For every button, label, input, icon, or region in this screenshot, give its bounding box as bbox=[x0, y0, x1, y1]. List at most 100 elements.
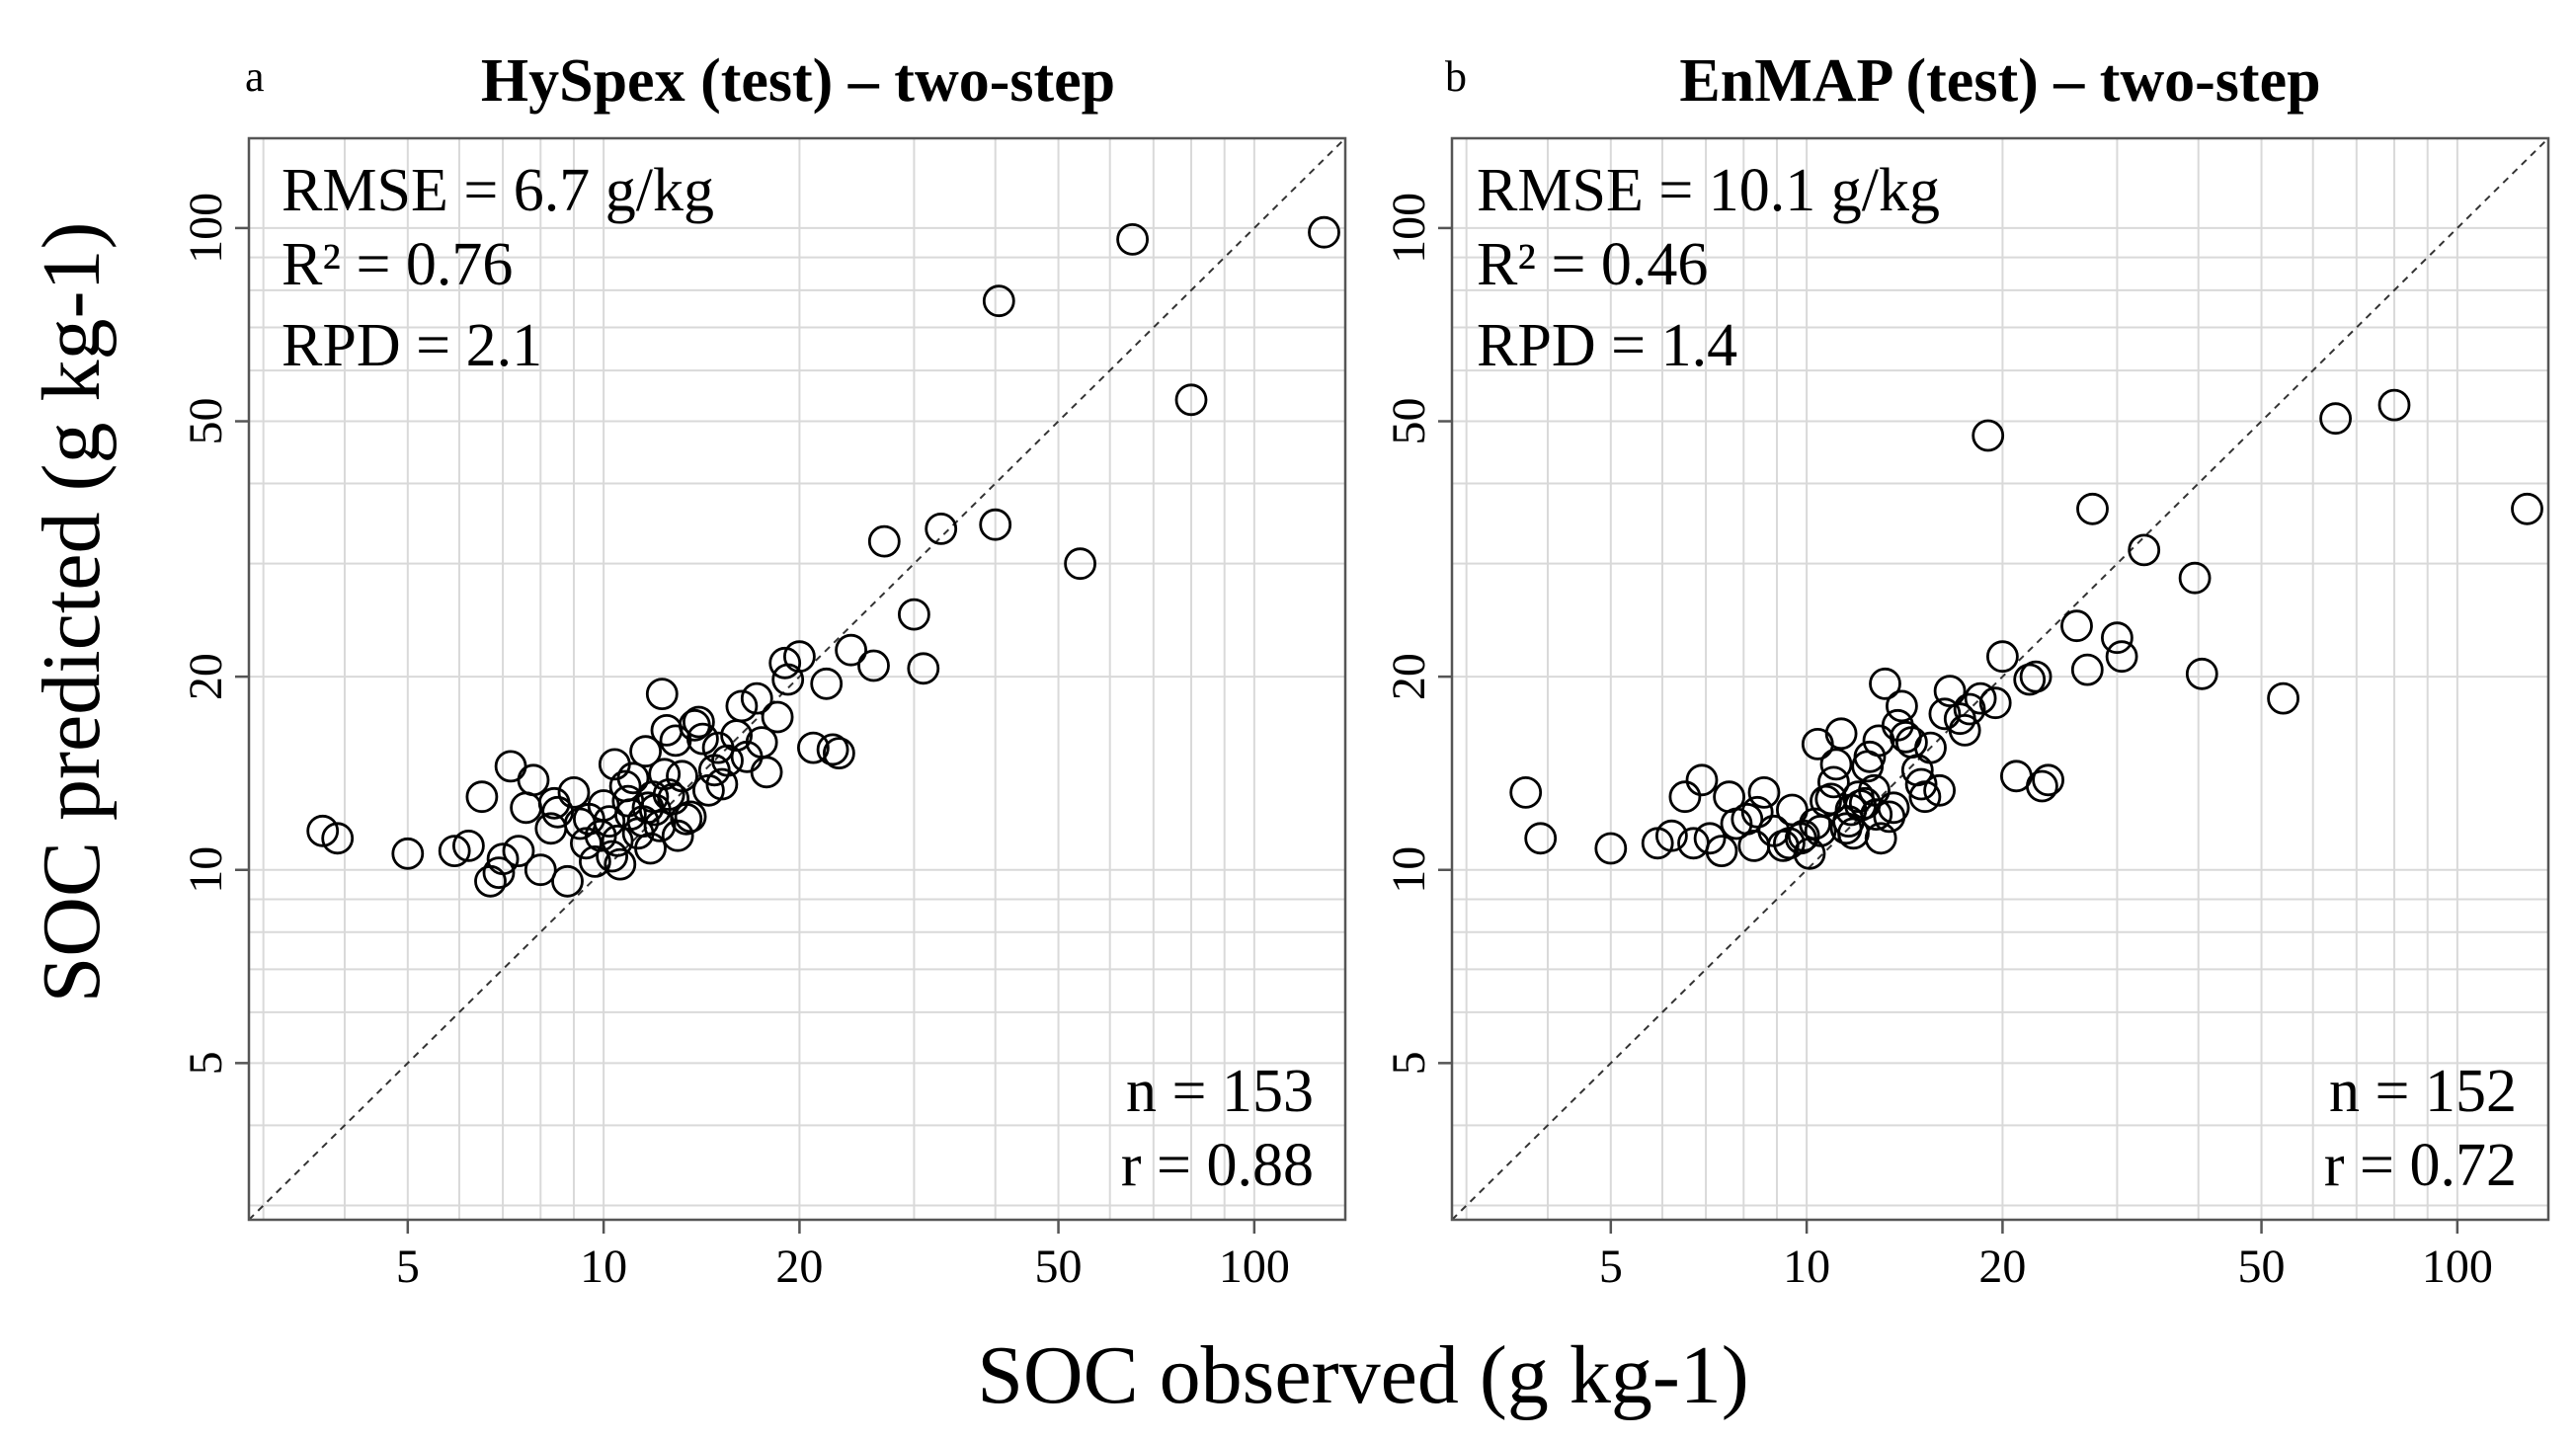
panel-a-data-point bbox=[321, 822, 355, 855]
panel-a-points bbox=[306, 215, 1340, 898]
panel-a-data-point bbox=[697, 754, 731, 787]
panel-b-data-point bbox=[2511, 492, 2543, 525]
panel-a-x-tick-label: 10 bbox=[580, 1241, 627, 1293]
panel-b-x-tick-label: 100 bbox=[2422, 1241, 2493, 1293]
panel-b-data-point bbox=[2267, 681, 2300, 715]
panel-a-data-point bbox=[1116, 222, 1149, 256]
panel-b-data-point bbox=[1819, 748, 1853, 781]
panel-a-data-point bbox=[740, 681, 773, 715]
panel-b-data-point bbox=[1705, 835, 1738, 867]
panel-a-data-point bbox=[306, 814, 340, 847]
panel-b-x-tick-label: 50 bbox=[2238, 1241, 2286, 1293]
panel-a-data-point bbox=[551, 864, 584, 898]
panel-a-data-point bbox=[761, 700, 794, 734]
panel-b-data-point bbox=[1964, 681, 1997, 715]
panel-a-data-point bbox=[596, 840, 628, 873]
panel-a-data-point bbox=[925, 513, 958, 545]
panel-a-x-tick-label: 100 bbox=[1219, 1241, 1290, 1293]
panel-a-hyspex: 5 10 20 50 100 5 10 20 50 100 a HySpex (test) – t… bbox=[180, 47, 1347, 1293]
panel-a-data-point bbox=[768, 646, 802, 680]
panel-b-data-point bbox=[1933, 675, 1967, 707]
panel-a-data-point bbox=[982, 284, 1015, 318]
panel-a-data-point bbox=[750, 756, 783, 789]
panel-b-data-point bbox=[2025, 769, 2058, 803]
panel-b-data-point bbox=[1685, 763, 1719, 797]
panel-a-data-point bbox=[616, 761, 650, 795]
panel-b-data-point bbox=[2060, 609, 2093, 643]
panel-a-data-point bbox=[486, 842, 520, 876]
panel-b-data-point bbox=[1869, 667, 1901, 700]
panel-b-data-point bbox=[1972, 419, 2005, 452]
panel-b-x-tick-label: 5 bbox=[1599, 1241, 1623, 1293]
panel-b-data-point bbox=[1864, 822, 1897, 855]
panel-b-data-point bbox=[1853, 740, 1887, 773]
panel-a-data-point bbox=[517, 763, 550, 797]
panel-a-data-point bbox=[1308, 215, 1340, 249]
panel-b-data-point bbox=[1948, 714, 1981, 747]
panel-b-data-point bbox=[2377, 388, 2411, 422]
panel-a-stat-rpd: RPD = 2.1 bbox=[282, 312, 542, 379]
panel-b-data-point bbox=[2105, 640, 2138, 674]
panel-a-data-point bbox=[601, 824, 634, 857]
panel-b-data-point bbox=[1731, 802, 1764, 836]
panel-a-y-tick-label: 20 bbox=[180, 653, 232, 700]
panel-a-plot-frame bbox=[247, 136, 1347, 1222]
panel-b-data-point bbox=[1655, 819, 1688, 852]
panel-b-data-point bbox=[1862, 724, 1895, 758]
panel-a-data-point bbox=[835, 633, 867, 667]
panel-b-data-point bbox=[1824, 717, 1858, 751]
panel-b-stat-r2: R² = 0.46 bbox=[1477, 231, 1708, 298]
panel-b-data-point bbox=[1817, 765, 1850, 799]
panel-a-data-point bbox=[857, 649, 890, 682]
panel-b-grid bbox=[1452, 138, 2548, 1220]
panel-b-data-point bbox=[1509, 776, 1543, 809]
panel-a-stat-r2: R² = 0.76 bbox=[282, 231, 513, 298]
panel-a-data-point bbox=[810, 667, 844, 700]
panel-b-stat-rpd: RPD = 1.4 bbox=[1477, 312, 1737, 379]
panel-a-data-point bbox=[645, 678, 679, 710]
panel-a-data-point bbox=[474, 864, 507, 898]
panel-a-data-point bbox=[502, 835, 535, 867]
panel-a-data-point bbox=[494, 750, 527, 783]
panel-b-y-tick-label: 50 bbox=[1383, 398, 1435, 445]
panel-a-x-tick-label: 20 bbox=[775, 1241, 823, 1293]
panel-b-data-point bbox=[2019, 660, 2053, 693]
panel-a-data-point bbox=[391, 837, 425, 870]
panel-a-data-point bbox=[629, 735, 662, 768]
panel-b-data-point bbox=[1594, 832, 1628, 865]
panel-b-y-tick-label: 10 bbox=[1383, 846, 1435, 894]
panel-b-data-point bbox=[1904, 767, 1938, 801]
panel-b-data-point bbox=[2178, 561, 2212, 595]
panel-a-x-tick-label: 50 bbox=[1035, 1241, 1083, 1293]
panel-a-title: HySpex (test) – two-step bbox=[481, 47, 1115, 115]
panel-b-stat-n: n = 152 bbox=[2329, 1058, 2517, 1125]
panel-a-grid bbox=[249, 138, 1345, 1220]
panel-b-data-point bbox=[1524, 822, 1558, 855]
panel-a-y-tick-label: 5 bbox=[180, 1051, 232, 1075]
panel-b-data-point bbox=[2128, 533, 2161, 567]
panel-b-data-point bbox=[1747, 776, 1781, 809]
panel-b-data-point bbox=[2032, 763, 2065, 797]
panel-a-letter: a bbox=[245, 52, 265, 101]
panel-a-data-point bbox=[510, 791, 542, 825]
panel-a-data-point bbox=[823, 737, 855, 769]
panel-a-data-point bbox=[783, 640, 816, 674]
panel-a-data-point bbox=[674, 800, 707, 834]
panel-b-ticks: 5 10 20 50 100 5 10 20 50 100 bbox=[1383, 193, 2493, 1293]
panel-a-data-point bbox=[611, 784, 645, 818]
panel-a-data-point bbox=[725, 689, 759, 723]
panel-b-data-point bbox=[2100, 621, 2133, 655]
panel-a-data-point bbox=[661, 819, 694, 852]
panel-a-ticks: 5 10 20 50 100 5 10 20 50 100 bbox=[180, 193, 1290, 1293]
panel-b-letter: b bbox=[1445, 52, 1467, 101]
panel-a-data-point bbox=[482, 856, 516, 889]
panel-b-y-tick-label: 20 bbox=[1383, 653, 1435, 700]
panel-b-data-point bbox=[1860, 798, 1893, 831]
panel-b-data-point bbox=[1886, 689, 1918, 723]
panel-b-stat-r: r = 0.72 bbox=[2324, 1132, 2517, 1199]
panel-a-data-point bbox=[979, 508, 1012, 541]
panel-a-data-point bbox=[816, 733, 849, 766]
panel-b-x-tick-label: 20 bbox=[1978, 1241, 2026, 1293]
panel-b-x-tick-label: 10 bbox=[1783, 1241, 1830, 1293]
